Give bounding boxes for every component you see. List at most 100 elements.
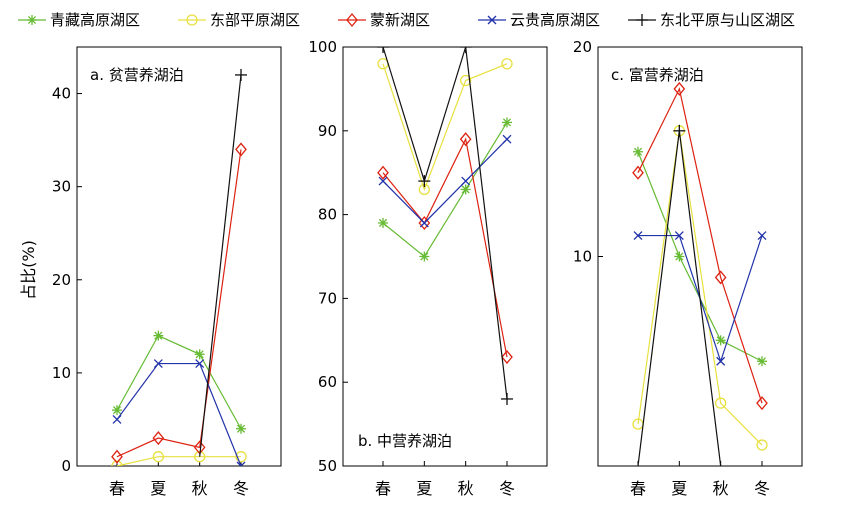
data-point xyxy=(716,356,726,366)
series-path xyxy=(382,63,508,192)
legend-item: 青藏高原湖区 xyxy=(18,11,140,29)
data-point xyxy=(236,461,246,466)
series-line xyxy=(111,451,247,466)
series-path xyxy=(637,87,763,404)
data-point xyxy=(378,176,388,186)
data-point xyxy=(673,124,686,137)
y-tick-label: 30 xyxy=(52,178,71,196)
data-point xyxy=(715,397,727,409)
series-line xyxy=(378,134,512,228)
x-tick-label: 冬 xyxy=(233,479,249,498)
series-line xyxy=(632,125,768,451)
plot-frame xyxy=(342,46,548,467)
data-point xyxy=(633,231,643,241)
data-point xyxy=(757,231,767,241)
data-point xyxy=(153,330,164,341)
series-line xyxy=(378,117,512,262)
data-point xyxy=(418,215,431,230)
data-point xyxy=(459,47,472,53)
y-tick-label: 70 xyxy=(318,289,337,307)
panel-title: c. 富营养湖泊 xyxy=(611,66,704,84)
data-point xyxy=(501,58,513,70)
data-point xyxy=(112,414,122,424)
x-tick-label: 秋 xyxy=(713,479,729,498)
legend-label: 云贵高原湖区 xyxy=(510,11,600,29)
legend-marker xyxy=(636,14,648,26)
series-line xyxy=(633,146,767,367)
data-point xyxy=(112,405,122,416)
plot-frame xyxy=(597,46,803,467)
series-line xyxy=(637,124,722,466)
data-point xyxy=(632,165,644,180)
data-point xyxy=(377,47,389,53)
y-tick-label: 50 xyxy=(318,457,337,475)
panel: 50 60 70 80 90 100 春 夏 秋 冬 b. 中营养湖泊 xyxy=(308,38,548,498)
data-point xyxy=(378,217,388,228)
x-tick-label: 夏 xyxy=(150,479,166,498)
y-tick-label: 100 xyxy=(308,38,337,56)
x-tick-label: 春 xyxy=(630,479,646,498)
series-line xyxy=(111,142,247,464)
y-tick-label: 40 xyxy=(52,85,71,103)
panel-title: a. 贫营养湖泊 xyxy=(90,66,184,84)
data-point xyxy=(152,451,164,463)
legend-marker xyxy=(346,12,358,28)
legend-marker xyxy=(186,14,198,26)
y-axis-label: 占比(%) xyxy=(19,240,38,300)
y-tick-label: 20 xyxy=(573,38,592,56)
series-path xyxy=(116,362,242,466)
legend-marker xyxy=(487,15,497,25)
data-point xyxy=(153,359,163,369)
series-path xyxy=(199,74,242,457)
x-tick-label: 春 xyxy=(109,479,125,498)
legend-item: 云贵高原湖区 xyxy=(478,11,600,29)
y-tick-label: 80 xyxy=(318,206,337,224)
data-point xyxy=(459,132,472,147)
series-path xyxy=(382,47,508,400)
series-path xyxy=(382,137,508,358)
series-path xyxy=(637,130,763,446)
series-path xyxy=(116,456,241,466)
series-line xyxy=(199,68,247,457)
panel: 0 10 20 30 40 春 夏 秋 冬 a. 贫营养湖泊 xyxy=(52,46,282,498)
legend-marker xyxy=(27,15,37,25)
legend-item: 蒙新湖区 xyxy=(338,11,430,29)
data-point xyxy=(674,231,684,241)
data-point xyxy=(235,68,247,81)
legend: 青藏高原湖区 东部平原湖区 蒙新湖区 云贵高原湖区 东北平原与山区湖区 xyxy=(18,11,795,29)
data-point xyxy=(461,176,471,186)
x-tick-label: 夏 xyxy=(416,479,432,498)
legend-label: 蒙新湖区 xyxy=(370,11,430,29)
series-line xyxy=(112,330,246,434)
y-tick-label: 10 xyxy=(573,248,592,266)
data-point xyxy=(235,451,247,463)
x-tick-label: 冬 xyxy=(499,479,515,498)
data-point xyxy=(195,359,205,369)
y-tick-label: 10 xyxy=(52,364,71,382)
y-tick-label: 90 xyxy=(318,122,337,140)
data-point xyxy=(633,146,643,157)
legend-label: 青藏高原湖区 xyxy=(50,11,140,29)
data-point xyxy=(756,439,768,451)
legend-label: 东部平原湖区 xyxy=(210,11,300,29)
series-path xyxy=(637,130,722,466)
data-point xyxy=(714,270,727,285)
series-path xyxy=(116,149,242,458)
legend-item: 东部平原湖区 xyxy=(178,11,300,29)
data-point xyxy=(501,350,513,365)
legend-item: 东北平原与山区湖区 xyxy=(628,11,795,29)
x-tick-label: 春 xyxy=(375,479,391,498)
plot-frame xyxy=(76,46,282,467)
data-point xyxy=(756,396,768,411)
data-point xyxy=(674,251,685,262)
data-point xyxy=(236,423,246,434)
data-point xyxy=(757,356,767,367)
data-point xyxy=(111,449,123,464)
data-point xyxy=(418,175,431,188)
panel: 10 20 春 夏 秋 冬 c. 富营养湖泊 xyxy=(573,38,803,498)
y-tick-label: 0 xyxy=(61,457,71,475)
x-tick-label: 夏 xyxy=(671,479,687,498)
legend-label: 东北平原与山区湖区 xyxy=(660,11,795,29)
data-point xyxy=(715,335,726,346)
x-tick-label: 秋 xyxy=(458,479,474,498)
